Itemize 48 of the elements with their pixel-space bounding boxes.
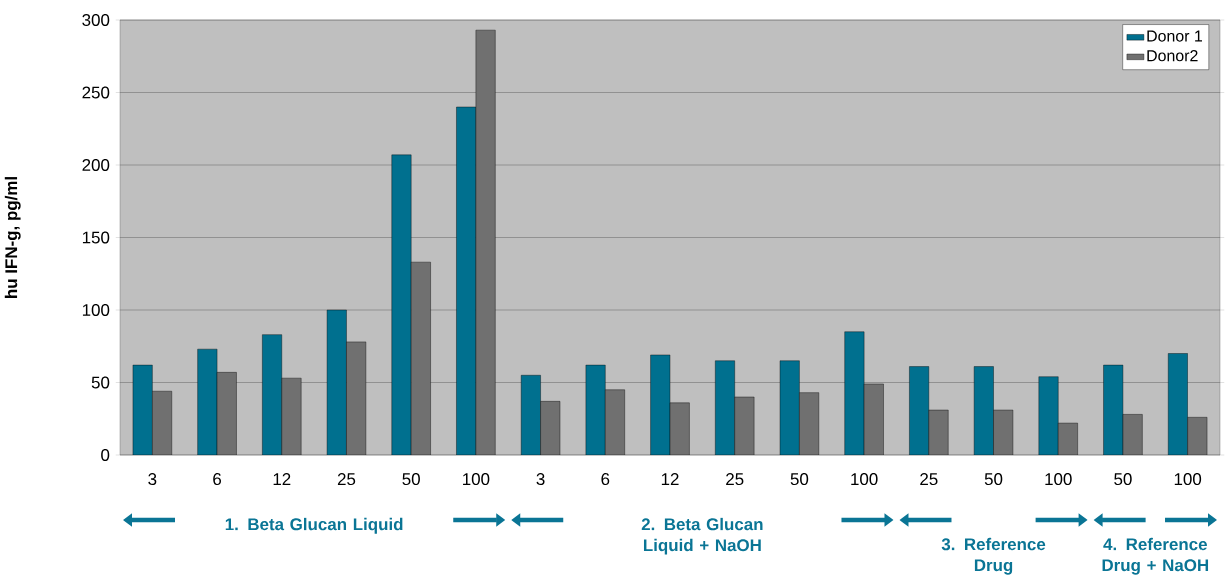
x-tick-label: 25 [920, 473, 938, 486]
x-tick-label: 100 [1174, 473, 1202, 486]
y-tick-label: 0 [101, 449, 110, 462]
bar [650, 354, 670, 456]
bar [780, 360, 800, 456]
x-tick-label: 3 [536, 473, 545, 486]
x-tick-label: 12 [661, 473, 679, 485]
x-tick-label: 6 [601, 473, 610, 486]
x-tick-label: 50 [402, 473, 420, 486]
bar [974, 366, 994, 456]
bar [262, 334, 282, 456]
y-tick-label: 150 [82, 231, 110, 244]
bar [132, 365, 153, 456]
bar [391, 154, 412, 456]
x-tick-label: 50 [984, 473, 1003, 486]
text: 4. Reference Drug + NaOH [1102, 537, 1209, 575]
y-tick-label: 50 [91, 376, 110, 389]
y-tick-label: 100 [82, 304, 110, 317]
x-tick-label: 50 [790, 473, 809, 486]
bar [715, 360, 735, 456]
x-tick-label: 100 [851, 473, 878, 486]
bar [197, 349, 218, 456]
bar [1168, 353, 1188, 456]
x-tick-label: 25 [337, 473, 356, 486]
bar [456, 107, 476, 456]
x-tick-label: 6 [213, 473, 222, 486]
bar [585, 365, 606, 456]
bar [327, 310, 347, 456]
x-tick-label: 100 [1045, 473, 1072, 486]
legend-label: Donor 1 [1147, 30, 1202, 42]
bar [909, 366, 929, 456]
bar [1103, 365, 1123, 456]
bar [844, 331, 865, 456]
x-tick-label: 50 [1114, 473, 1132, 486]
legend-label: Donor2 [1147, 50, 1198, 62]
text: 2. Beta Glucan Liquid + NaOH [641, 517, 763, 555]
y-tick-label: 250 [82, 86, 110, 99]
text: 3. Reference Drug [941, 537, 1046, 575]
x-tick-label: 100 [463, 473, 490, 486]
bar [1038, 376, 1059, 456]
x-tick-label: 3 [148, 473, 157, 486]
y-tick-label: 200 [82, 159, 110, 172]
text: 1. Beta Glucan Liquid [225, 517, 403, 534]
x-tick-label: 12 [273, 473, 291, 485]
x-tick-label: 25 [726, 473, 744, 486]
bar [521, 375, 541, 456]
y-tick-label: 300 [82, 14, 110, 27]
y-axis-title: hu IFN-g, pg/ml [4, 177, 21, 298]
